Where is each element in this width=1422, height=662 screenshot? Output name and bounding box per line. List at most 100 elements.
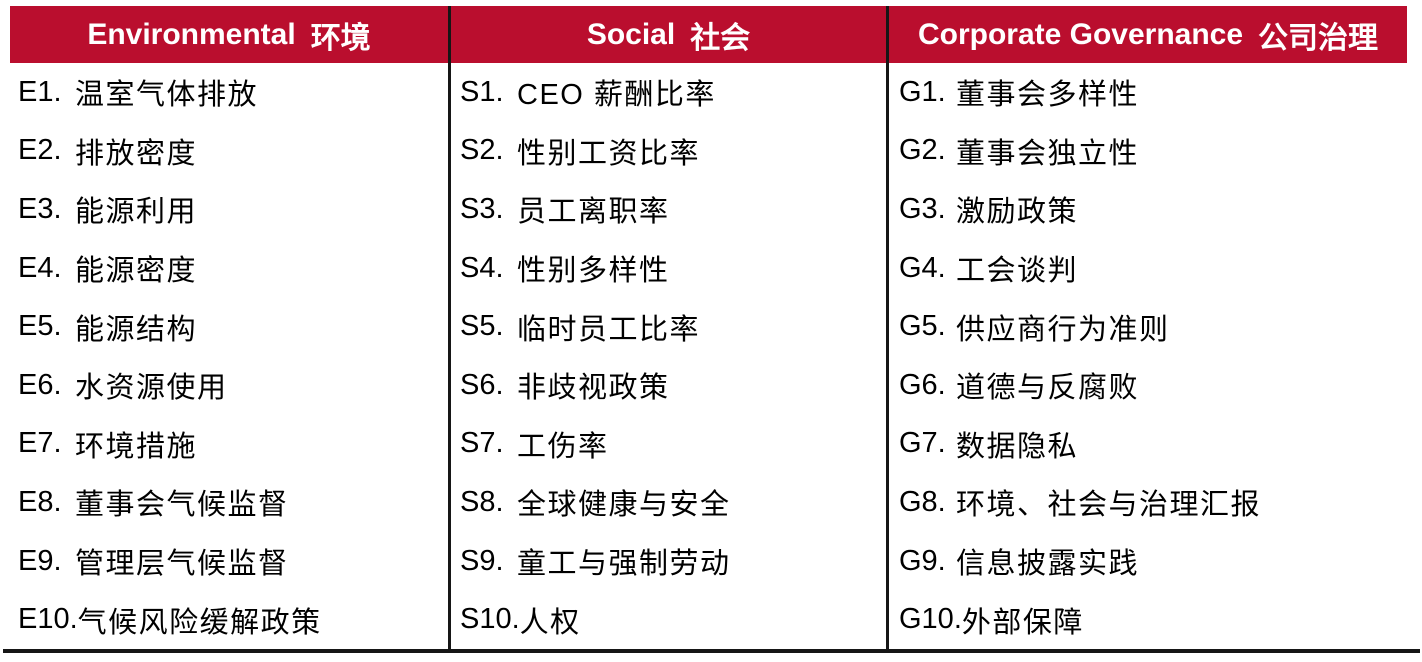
metric-label: 外部保障 xyxy=(961,606,1084,639)
metric-row-g4: G4. 工会谈判 xyxy=(889,239,1422,298)
metric-code: S9. xyxy=(460,544,504,577)
metric-label: 气候风险缓解政策 xyxy=(77,606,322,639)
metric-code: E9. xyxy=(18,544,62,577)
column-header-corporate-governance: Corporate Governance 公司治理 xyxy=(889,6,1407,63)
metric-row-g8: G8. 环境、社会与治理汇报 xyxy=(889,473,1422,532)
metric-code: E10. xyxy=(18,603,78,636)
metric-row-e6: E6. 水资源使用 xyxy=(0,356,448,415)
metric-code: G8. xyxy=(899,485,946,518)
metric-code: E1. xyxy=(18,75,62,108)
metric-label: 环境、社会与治理汇报 xyxy=(956,489,1262,522)
metric-label: 供应商行为准则 xyxy=(956,313,1170,346)
metric-label: 水资源使用 xyxy=(75,372,228,405)
metric-label: 董事会气候监督 xyxy=(75,489,289,522)
metric-code: S2. xyxy=(460,134,504,167)
metric-label: 能源利用 xyxy=(75,196,198,229)
metric-code: G6. xyxy=(899,368,946,401)
metric-label: 管理层气候监督 xyxy=(75,548,289,581)
metric-row-e7: E7. 环境措施 xyxy=(0,415,448,474)
metric-code: S3. xyxy=(460,192,504,225)
metric-label: 温室气体排放 xyxy=(75,79,259,112)
metric-list-environmental: E1. 温室气体排放 E2. 排放密度 E3. 能源利用 E4. 能源密度 E5. 能源结… xyxy=(0,63,448,649)
metric-list-corporate-governance: G1. 董事会多样性 G2. 董事会独立性 G3. 激励政策 G4. 工会谈判 G5. 供… xyxy=(889,63,1422,649)
metric-row-s9: S9. 童工与强制劳动 xyxy=(451,532,886,591)
metric-row-g7: G7. 数据隐私 xyxy=(889,415,1422,474)
metric-code: G4. xyxy=(899,251,946,284)
column-corporate-governance: Corporate Governance 公司治理 G1. 董事会多样性 G2. 董事… xyxy=(889,6,1422,652)
metric-code: G3. xyxy=(899,192,946,225)
metric-label: 性别多样性 xyxy=(517,255,670,288)
metric-row-g9: G9. 信息披露实践 xyxy=(889,532,1422,591)
metric-code: E3. xyxy=(18,192,62,225)
column-environmental: Environmental 环境 E1. 温室气体排放 E2. 排放密度 E3. 能源利… xyxy=(0,6,451,652)
metric-code: S10. xyxy=(460,603,520,636)
metric-row-g10: G10. 外部保障 xyxy=(889,590,1422,649)
metric-label: 员工离职率 xyxy=(517,196,670,229)
header-label-zh: 环境 xyxy=(310,21,371,55)
metric-row-s5: S5. 临时员工比率 xyxy=(451,297,886,356)
column-social: Social 社会 S1. CEO 薪酬比率 S2. 性别工资比率 S3. 员工离职率 … xyxy=(451,6,889,652)
metric-label: 人权 xyxy=(519,606,581,639)
metric-row-s6: S6. 非歧视政策 xyxy=(451,356,886,415)
metric-label: 童工与强制劳动 xyxy=(517,548,731,581)
metric-code: S8. xyxy=(460,485,504,518)
metric-code: S6. xyxy=(460,368,504,401)
metric-row-g5: G5. 供应商行为准则 xyxy=(889,297,1422,356)
metric-row-g2: G2. 董事会独立性 xyxy=(889,122,1422,181)
metric-row-e10: E10. 气候风险缓解政策 xyxy=(0,590,448,649)
metric-row-e2: E2. 排放密度 xyxy=(0,122,448,181)
metric-code: S1. xyxy=(460,75,504,108)
metric-label: 性别工资比率 xyxy=(517,137,701,170)
header-label-zh: 社会 xyxy=(690,21,751,55)
table-bottom-border xyxy=(3,649,1420,653)
metric-label: 非歧视政策 xyxy=(517,372,670,405)
metric-row-e1: E1. 温室气体排放 xyxy=(0,63,448,122)
metric-code: G1. xyxy=(899,75,946,108)
metric-code: G7. xyxy=(899,427,946,460)
metric-label: 全球健康与安全 xyxy=(517,489,731,522)
metric-row-e3: E3. 能源利用 xyxy=(0,180,448,239)
metric-code: E8. xyxy=(18,485,62,518)
header-label-en: Corporate Governance xyxy=(917,17,1244,51)
metric-row-s2: S2. 性别工资比率 xyxy=(451,122,886,181)
metric-label: 信息披露实践 xyxy=(956,548,1140,581)
metric-label: 能源结构 xyxy=(75,313,198,346)
metric-label: 能源密度 xyxy=(75,255,198,288)
metric-list-social: S1. CEO 薪酬比率 S2. 性别工资比率 S3. 员工离职率 S4. 性别多样性 … xyxy=(451,63,886,649)
metric-label: 董事会独立性 xyxy=(956,137,1140,170)
metric-code: E4. xyxy=(18,251,62,284)
metric-row-s4: S4. 性别多样性 xyxy=(451,239,886,298)
metric-label: 工会谈判 xyxy=(956,255,1079,288)
header-label-zh: 公司治理 xyxy=(1258,21,1379,55)
metric-code: E2. xyxy=(18,134,62,167)
metric-code: G5. xyxy=(899,310,946,343)
metric-row-g6: G6. 道德与反腐败 xyxy=(889,356,1422,415)
metric-row-s7: S7. 工伤率 xyxy=(451,415,886,474)
metric-code: E6. xyxy=(18,368,62,401)
metric-code: S4. xyxy=(460,251,504,284)
metric-code: G10. xyxy=(899,603,962,636)
metric-code: G2. xyxy=(899,134,946,167)
metric-label: 数据隐私 xyxy=(956,430,1079,463)
header-label-en: Social xyxy=(586,17,676,51)
metric-row-s8: S8. 全球健康与安全 xyxy=(451,473,886,532)
metric-label: 董事会多样性 xyxy=(956,79,1140,112)
table-columns: Environmental 环境 E1. 温室气体排放 E2. 排放密度 E3. 能源利… xyxy=(0,6,1422,652)
column-header-environmental: Environmental 环境 xyxy=(10,6,448,63)
metric-label: 环境措施 xyxy=(75,430,198,463)
metric-row-s1: S1. CEO 薪酬比率 xyxy=(451,63,886,122)
metric-label: CEO 薪酬比率 xyxy=(517,79,716,112)
column-header-social: Social 社会 xyxy=(451,6,886,63)
metric-code: E7. xyxy=(18,427,62,460)
metric-label: 排放密度 xyxy=(75,137,198,170)
metric-row-s10: S10. 人权 xyxy=(451,590,886,649)
metric-row-g1: G1. 董事会多样性 xyxy=(889,63,1422,122)
metric-row-e4: E4. 能源密度 xyxy=(0,239,448,298)
metric-row-e8: E8. 董事会气候监督 xyxy=(0,473,448,532)
metric-label: 临时员工比率 xyxy=(517,313,701,346)
metric-code: G9. xyxy=(899,544,946,577)
metric-row-e5: E5. 能源结构 xyxy=(0,297,448,356)
metric-code: S5. xyxy=(460,310,504,343)
metric-label: 激励政策 xyxy=(956,196,1079,229)
